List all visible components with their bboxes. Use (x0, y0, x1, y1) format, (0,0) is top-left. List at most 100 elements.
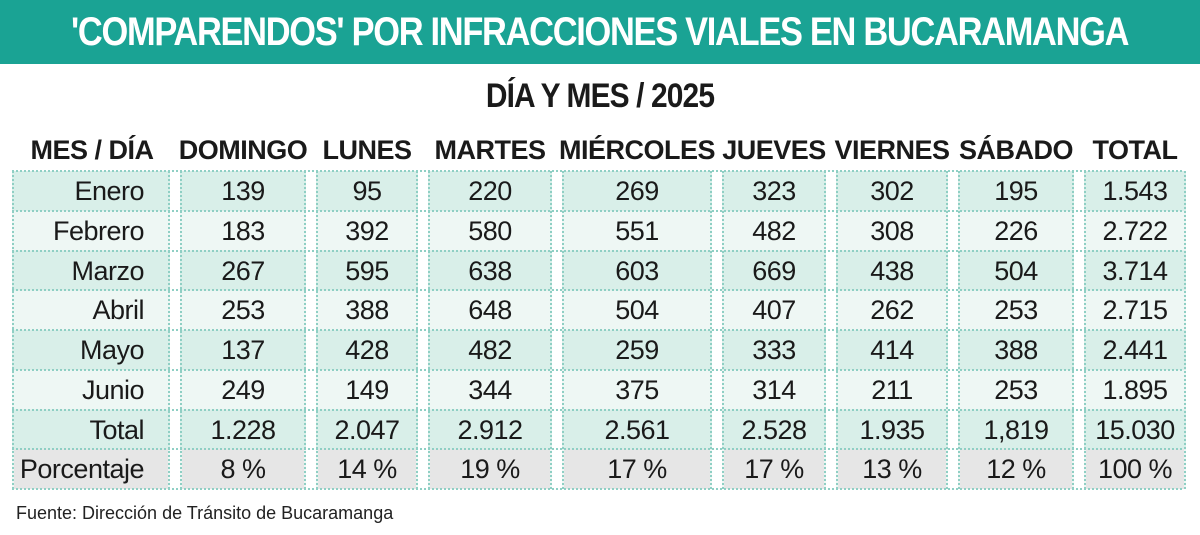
table-cell: 226 (994, 215, 1038, 246)
row-label: Marzo (71, 255, 144, 286)
table-cell: 149 (345, 374, 389, 405)
table-cell: 17 % (744, 454, 804, 485)
table-cell: 2.561 (604, 414, 670, 445)
table-cell: 438 (870, 255, 914, 286)
column-header: TOTAL (1092, 135, 1179, 165)
table-cell: 8 % (220, 454, 266, 485)
row-divider (12, 170, 1182, 172)
table-cell: 482 (752, 215, 796, 246)
table-cell: 14 % (337, 454, 397, 485)
row-divider (12, 249, 1182, 252)
table-cell: 1.228 (210, 414, 276, 445)
column-header: SÁBADO (958, 135, 1074, 165)
column-header: MARTES (434, 135, 547, 165)
column-header: JUEVES (722, 135, 826, 165)
table-cell: 15.030 (1095, 414, 1175, 445)
table-cell: 3.714 (1102, 255, 1168, 286)
column-header: MIÉRCOLES (558, 135, 716, 165)
table-cell: 504 (615, 295, 659, 326)
table-cell: 253 (221, 295, 265, 326)
percent-row-background (430, 449, 550, 490)
table-cell: 669 (752, 255, 796, 286)
table-cell: 259 (615, 335, 659, 365)
table-cell: 17 % (607, 454, 667, 485)
table-cell: 183 (221, 215, 265, 246)
row-label: Junio (81, 374, 145, 405)
table-cell: 302 (870, 176, 914, 206)
table-cell: 13 % (862, 454, 922, 485)
table-cell: 308 (870, 215, 914, 246)
row-divider (12, 289, 1182, 292)
table-cell: 220 (468, 176, 512, 206)
header-mes-dia: MES / DÍA (30, 135, 154, 165)
table-cell: 95 (352, 176, 382, 206)
table-cell: 388 (345, 295, 389, 326)
table-cell: 2.722 (1102, 215, 1168, 246)
table-cell: 482 (468, 335, 512, 365)
table-cell: 269 (615, 176, 659, 206)
table-cell: 333 (752, 335, 796, 365)
table-cell: 580 (468, 215, 512, 246)
percent-row-background (838, 449, 946, 490)
row-divider (12, 408, 1182, 411)
table-cell: 267 (221, 255, 265, 286)
table-cell: 638 (468, 255, 512, 286)
row-label: Porcentaje (19, 454, 145, 485)
table-cell: 249 (221, 374, 265, 405)
table-cell: 392 (345, 215, 389, 246)
row-divider (12, 209, 1182, 212)
table-cell: 1.935 (859, 414, 925, 445)
table-cell: 323 (752, 176, 796, 206)
table-cell: 19 % (460, 454, 520, 485)
table-cell: 407 (752, 295, 796, 326)
table-cell: 2.528 (741, 414, 807, 445)
column-header: LUNES (322, 135, 412, 165)
table-cell: 551 (615, 215, 659, 246)
table-cell: 504 (994, 255, 1038, 286)
table-cell: 344 (468, 374, 512, 405)
row-label: Mayo (79, 335, 145, 365)
row-label: Total (89, 414, 144, 445)
row-divider (12, 448, 1182, 451)
table-cell: 211 (871, 374, 913, 405)
table-cell: 137 (221, 335, 265, 365)
chart-title: 'COMPARENDOS' POR INFRACCIONES VIALES EN… (71, 9, 1129, 54)
table-cell: 100 % (1097, 454, 1173, 485)
table-cell: 2.047 (334, 414, 400, 445)
table-cell: 428 (345, 335, 389, 365)
table-cell: 253 (994, 374, 1038, 405)
row-divider (12, 329, 1182, 331)
table-cell: 603 (615, 255, 659, 286)
title-bar: 'COMPARENDOS' POR INFRACCIONES VIALES EN… (0, 0, 1200, 64)
percent-row-background (14, 449, 168, 490)
table-cell: 12 % (986, 454, 1046, 485)
table-cell: 388 (994, 335, 1038, 365)
table-cell: 2.441 (1102, 335, 1168, 365)
table-cell: 1.895 (1102, 374, 1168, 405)
percent-row-background (318, 449, 416, 490)
table-cell: 195 (994, 176, 1038, 206)
chart-subtitle: DÍA Y MES / 2025 (485, 77, 715, 115)
percent-row-background (182, 449, 304, 490)
table-cell: 414 (870, 335, 914, 365)
table-cell: 262 (870, 295, 914, 326)
column-header: VIERNES (834, 135, 950, 165)
table-cell: 1.543 (1102, 176, 1168, 206)
percent-row-background (724, 449, 824, 490)
source-note: Fuente: Dirección de Tránsito de Bucaram… (16, 503, 394, 523)
percent-row-background (564, 449, 710, 490)
table-cell: 1,819 (983, 414, 1049, 445)
table-cell: 2.715 (1102, 295, 1168, 326)
row-label: Abril (92, 295, 144, 326)
row-label: Febrero (52, 215, 145, 246)
percent-row-background (1086, 449, 1184, 490)
row-divider (12, 368, 1182, 371)
row-divider (12, 488, 1182, 490)
table-cell: 375 (615, 374, 659, 405)
table-cell: 253 (994, 295, 1038, 326)
percent-row-background (960, 449, 1072, 490)
table-cell: 2.912 (457, 414, 523, 445)
table-cell: 139 (221, 176, 265, 206)
table-cell: 314 (752, 374, 796, 405)
